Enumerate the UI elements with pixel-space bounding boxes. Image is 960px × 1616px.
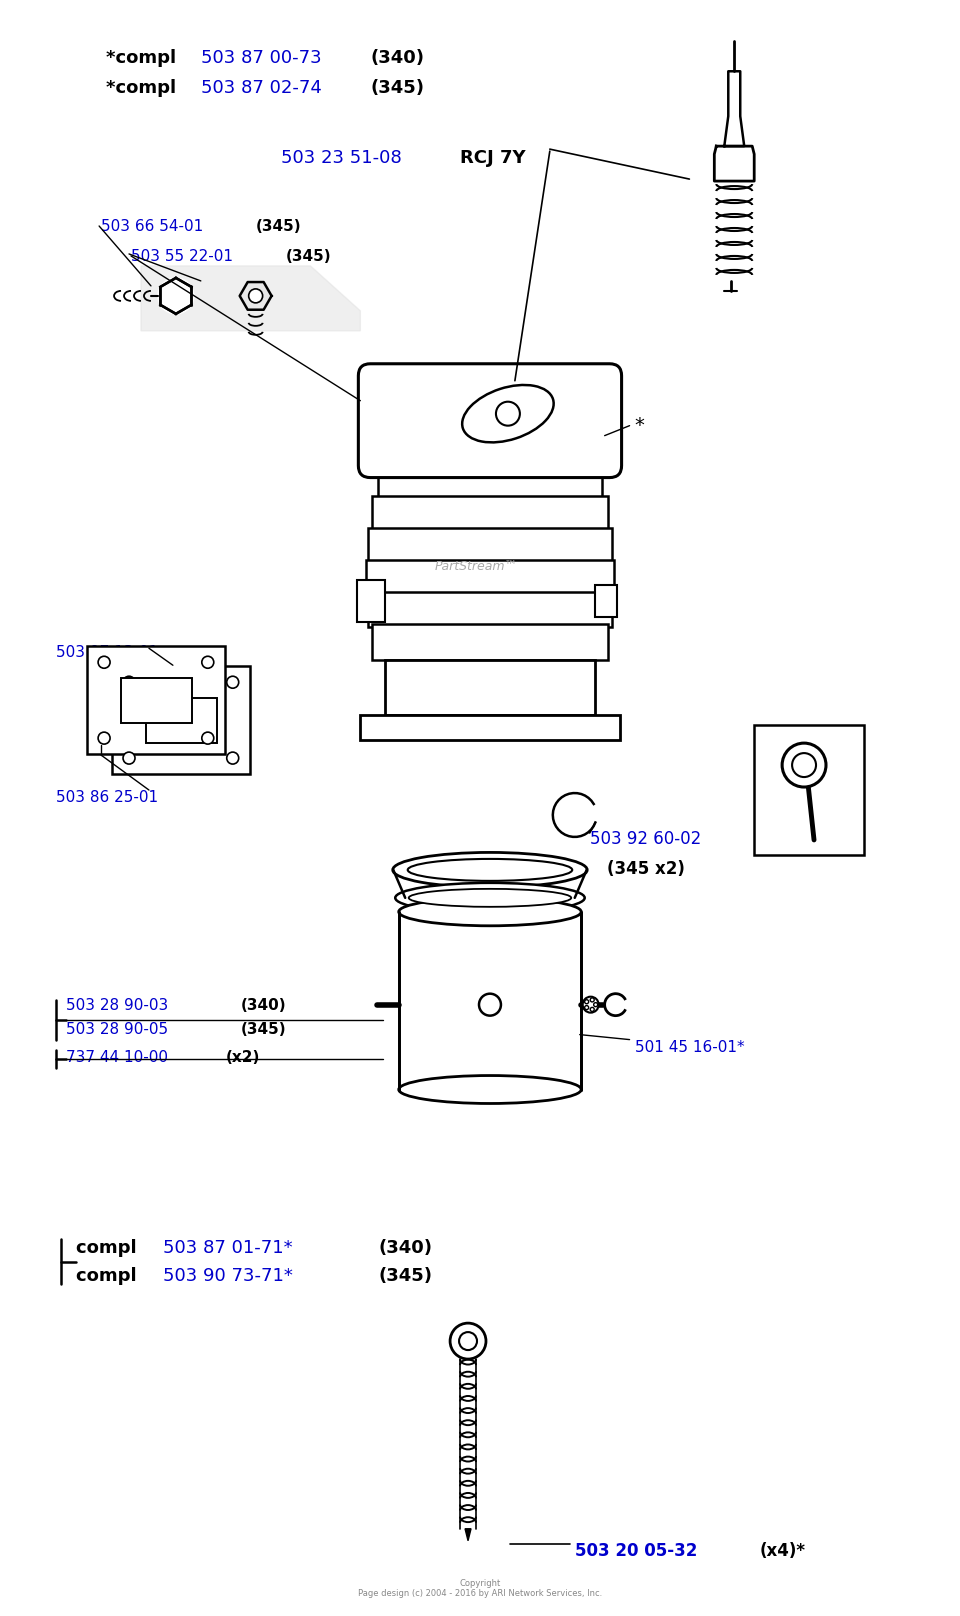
Polygon shape: [465, 1529, 471, 1540]
Circle shape: [202, 656, 214, 669]
Circle shape: [227, 675, 239, 688]
Bar: [372, 496, 608, 532]
Bar: [372, 624, 608, 661]
Text: 503 28 90-03: 503 28 90-03: [66, 997, 174, 1013]
Text: 737 44 10-00: 737 44 10-00: [66, 1049, 173, 1065]
Circle shape: [792, 753, 816, 777]
Text: 503 90 73-71*: 503 90 73-71*: [163, 1267, 299, 1285]
Text: RCJ 7Y: RCJ 7Y: [460, 149, 526, 166]
Text: PartStream™: PartStream™: [435, 561, 518, 574]
Bar: [594, 585, 616, 617]
Circle shape: [585, 1005, 588, 1010]
Text: (345 x2): (345 x2): [607, 860, 684, 877]
Text: 503 87 01-71*: 503 87 01-71*: [163, 1239, 299, 1257]
Bar: [378, 461, 602, 498]
Circle shape: [479, 994, 501, 1015]
Circle shape: [590, 999, 594, 1002]
Circle shape: [98, 732, 110, 743]
Text: (x2): (x2): [226, 1049, 260, 1065]
Circle shape: [227, 751, 239, 764]
Text: 503 66 54-01: 503 66 54-01: [101, 220, 208, 234]
Ellipse shape: [462, 385, 554, 443]
Bar: [369, 593, 612, 627]
FancyBboxPatch shape: [358, 364, 621, 478]
Text: Copyright
Page design (c) 2004 - 2016 by ARI Network Services, Inc.: Copyright Page design (c) 2004 - 2016 by…: [358, 1579, 602, 1598]
Text: (345): (345): [371, 79, 424, 97]
Polygon shape: [724, 71, 744, 145]
Text: 503 55 22-01: 503 55 22-01: [131, 249, 238, 263]
Text: *: *: [635, 415, 644, 435]
Text: (345): (345): [378, 1267, 432, 1285]
Ellipse shape: [409, 889, 571, 907]
Bar: [360, 716, 619, 740]
Text: (340): (340): [378, 1239, 432, 1257]
Circle shape: [590, 1007, 594, 1012]
Circle shape: [123, 751, 135, 764]
Text: 501 45 16-01*: 501 45 16-01*: [635, 1039, 744, 1055]
Ellipse shape: [398, 898, 581, 926]
Text: 503 23 51-08: 503 23 51-08: [280, 149, 407, 166]
Text: (340): (340): [371, 50, 424, 68]
Ellipse shape: [398, 1076, 581, 1104]
Polygon shape: [141, 267, 360, 331]
Bar: [146, 698, 217, 743]
Text: (x4)*: (x4)*: [759, 1542, 805, 1559]
Ellipse shape: [393, 852, 588, 887]
Text: 503 86 25-01: 503 86 25-01: [57, 790, 158, 805]
Text: *compl: *compl: [107, 79, 182, 97]
Circle shape: [450, 1324, 486, 1359]
Circle shape: [782, 743, 826, 787]
Text: 503 87 00-73: 503 87 00-73: [201, 50, 327, 68]
Text: 503 28 90-05: 503 28 90-05: [66, 1021, 173, 1036]
Text: (345): (345): [285, 249, 331, 263]
Bar: [112, 666, 250, 774]
Bar: [357, 580, 385, 622]
Text: compl: compl: [76, 1267, 143, 1285]
Polygon shape: [399, 911, 581, 1089]
Circle shape: [98, 656, 110, 669]
Bar: [755, 726, 864, 855]
Text: *compl: *compl: [107, 50, 182, 68]
Text: 503 92 60-02: 503 92 60-02: [589, 831, 701, 848]
Text: (340): (340): [241, 997, 286, 1013]
Circle shape: [158, 278, 194, 314]
Ellipse shape: [396, 882, 585, 913]
Text: (345): (345): [255, 220, 301, 234]
Circle shape: [585, 1000, 588, 1004]
Circle shape: [593, 1002, 598, 1007]
Polygon shape: [240, 283, 272, 310]
Text: 503 87 02-74: 503 87 02-74: [201, 79, 327, 97]
Circle shape: [123, 675, 135, 688]
Text: compl: compl: [76, 1239, 143, 1257]
Bar: [369, 528, 612, 564]
Bar: [87, 646, 225, 755]
Circle shape: [496, 402, 520, 425]
Circle shape: [459, 1332, 477, 1349]
Bar: [385, 661, 594, 716]
Circle shape: [249, 289, 263, 302]
Circle shape: [202, 732, 214, 743]
Text: (345): (345): [241, 1021, 286, 1036]
Bar: [121, 679, 192, 722]
Polygon shape: [714, 145, 755, 181]
Text: 503 20 05-32: 503 20 05-32: [575, 1542, 703, 1559]
Ellipse shape: [583, 997, 599, 1013]
Text: 503 97 13-01: 503 97 13-01: [57, 645, 158, 661]
Ellipse shape: [408, 860, 572, 881]
Bar: [367, 561, 613, 595]
